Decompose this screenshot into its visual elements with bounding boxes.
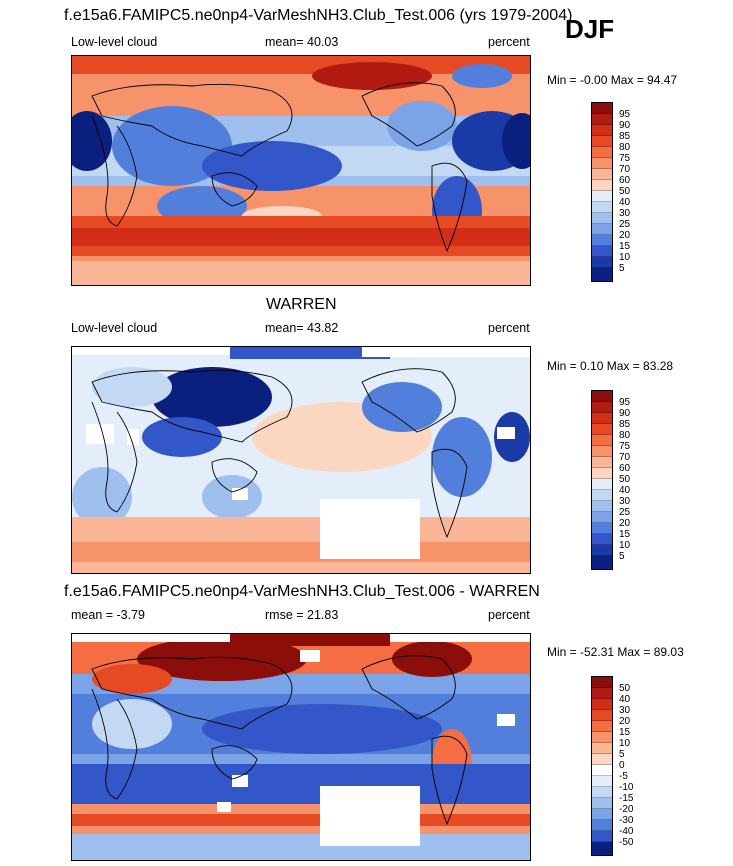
colorbar-tick-label: 10 xyxy=(619,738,631,749)
panel-3-rmse-label: rmse = 21.83 xyxy=(265,608,339,622)
colorbar-tick-label: 80 xyxy=(619,142,631,153)
colorbar-tick-label: 50 xyxy=(619,186,631,197)
colorbar-tick-label: 50 xyxy=(619,474,631,485)
colorbar-tick-label: 20 xyxy=(619,716,631,727)
colorbar-tick-label: 60 xyxy=(619,463,631,474)
colorbar-tick-label: 10 xyxy=(619,540,631,551)
colorbar-tick-label: 40 xyxy=(619,485,631,496)
colorbar-tick-label: 95 xyxy=(619,397,631,408)
colorbar-tick-label: -30 xyxy=(619,815,634,826)
colorbar-tick-label: 5 xyxy=(619,551,625,562)
colorbar-tick-label: 15 xyxy=(619,241,631,252)
colorbar-tick-label: 70 xyxy=(619,452,631,463)
colorbar-tick-label: 85 xyxy=(619,419,631,430)
colorbar-tick-label: 15 xyxy=(619,727,631,738)
colorbar-tick-label: -20 xyxy=(619,804,634,815)
colorbar-tick-label: 90 xyxy=(619,408,631,419)
panel-2-left-label: Low-level cloud xyxy=(71,321,158,335)
panel-2-title: WARREN xyxy=(266,296,337,313)
panel-2-units-label: percent xyxy=(488,321,530,335)
colorbar-tick-label: 50 xyxy=(619,683,631,694)
panel-3-mean-label: mean = -3.79 xyxy=(71,608,146,622)
colorbar-tick-label: 30 xyxy=(619,705,631,716)
colorbar-tick-label: 60 xyxy=(619,175,631,186)
colorbar-tick-label: 25 xyxy=(619,219,631,230)
colorbar-tick-label: 95 xyxy=(619,109,631,120)
panel-3-minmax: Min = -52.31 Max = 89.03 xyxy=(547,645,684,659)
panel-2-minmax: Min = 0.10 Max = 83.28 xyxy=(547,359,674,373)
colorbar-tick-label: 20 xyxy=(619,230,631,241)
colorbar-tick-label: 40 xyxy=(619,694,631,705)
panel-1-title: f.e15a6.FAMIPC5.ne0np4-VarMeshNH3.Club_T… xyxy=(64,7,573,24)
panel-1-mean-label: mean= 40.03 xyxy=(265,35,339,49)
colorbar-tick-label: 15 xyxy=(619,529,631,540)
panel-3-map xyxy=(71,633,531,861)
colorbar-tick-label: 75 xyxy=(619,441,631,452)
panel-3-units-label: percent xyxy=(488,608,530,622)
colorbar-tick-label: 70 xyxy=(619,164,631,175)
panel-2-map xyxy=(71,346,531,574)
panel-1-units-label: percent xyxy=(488,35,530,49)
panel-2-colorbar xyxy=(591,390,613,570)
season-label: DJF xyxy=(565,14,615,44)
colorbar-tick-label: 10 xyxy=(619,252,631,263)
colorbar-tick-label: 80 xyxy=(619,430,631,441)
colorbar-tick-label: 5 xyxy=(619,263,625,274)
colorbar-tick-label: -15 xyxy=(619,793,634,804)
panel-2-mean-label: mean= 43.82 xyxy=(265,321,339,335)
colorbar-tick-label: 5 xyxy=(619,749,625,760)
panel-1-map xyxy=(71,55,531,286)
colorbar-tick-label: 90 xyxy=(619,120,631,131)
colorbar-tick-label: -50 xyxy=(619,837,634,848)
colorbar-tick-label: -40 xyxy=(619,826,634,837)
panel-1-left-label: Low-level cloud xyxy=(71,35,158,49)
colorbar-tick-label: 25 xyxy=(619,507,631,518)
colorbar-tick-label: 30 xyxy=(619,208,631,219)
colorbar-tick-label: 85 xyxy=(619,131,631,142)
colorbar-tick-label: 40 xyxy=(619,197,631,208)
colorbar-tick-label: -10 xyxy=(619,782,634,793)
panel-1-colorbar xyxy=(591,102,613,282)
colorbar-tick-label: 0 xyxy=(619,760,625,771)
colorbar-tick-label: 75 xyxy=(619,153,631,164)
colorbar-tick-label: -5 xyxy=(619,771,628,782)
panel-3-title: f.e15a6.FAMIPC5.ne0np4-VarMeshNH3.Club_T… xyxy=(64,583,540,600)
colorbar-tick-label: 30 xyxy=(619,496,631,507)
colorbar-tick-label: 20 xyxy=(619,518,631,529)
panel-1-minmax: Min = -0.00 Max = 94.47 xyxy=(547,73,678,87)
panel-3-colorbar xyxy=(591,676,613,856)
